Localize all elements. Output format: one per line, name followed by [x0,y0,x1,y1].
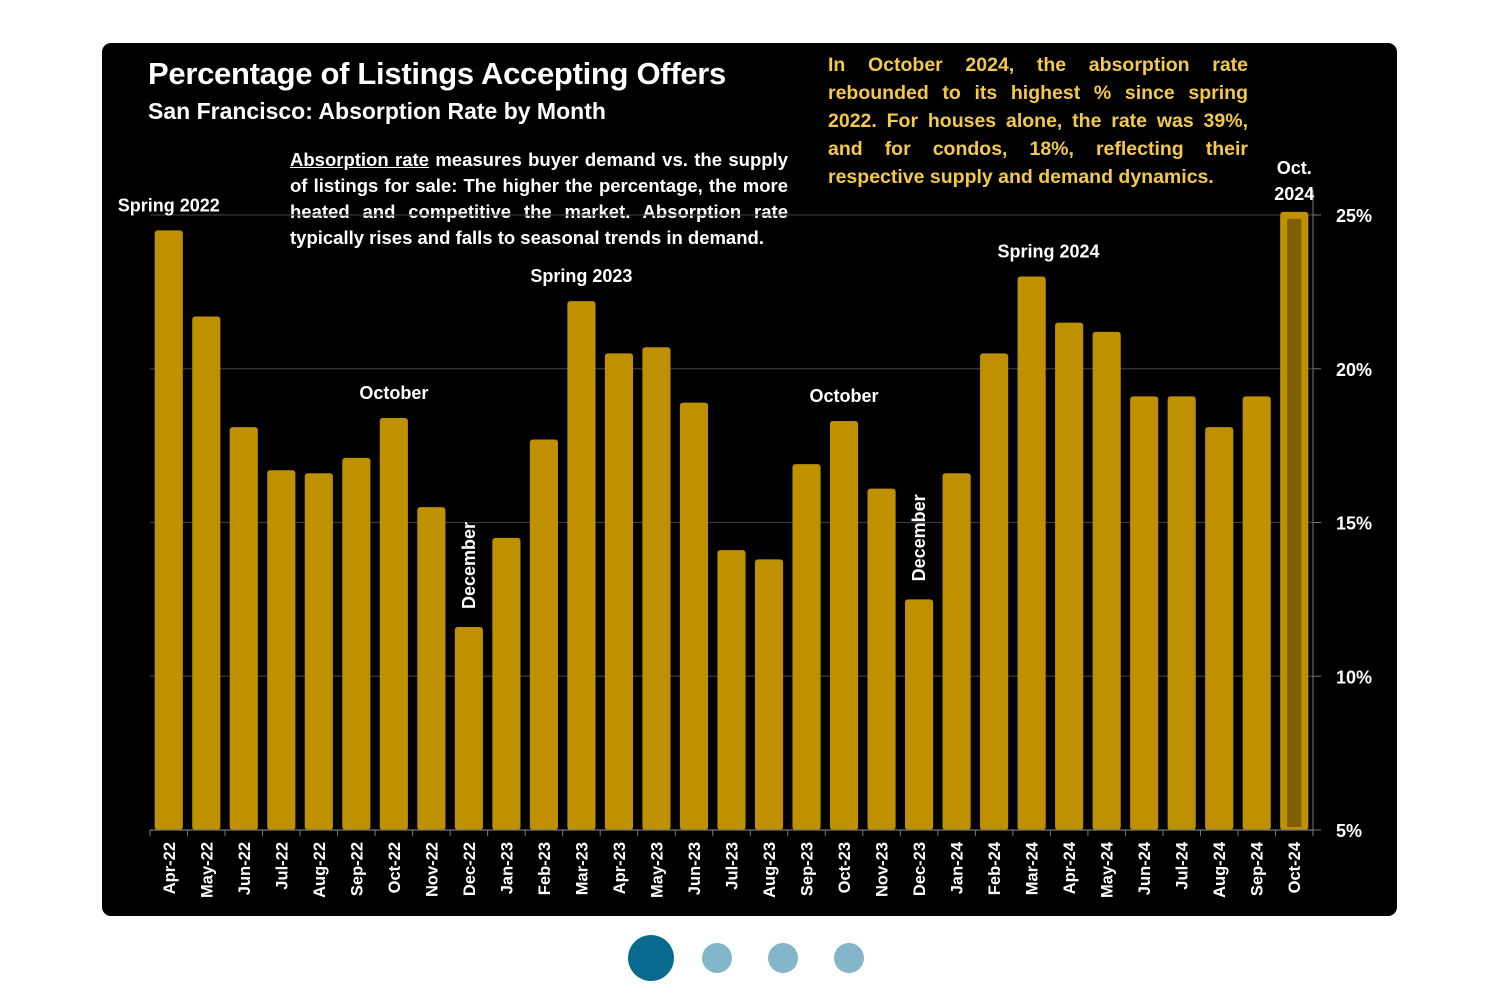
bar-feb-23 [529,439,558,830]
x-tick-label: Jun-23 [686,842,704,895]
x-tick-label: Oct-22 [386,842,404,893]
annotation-label: Spring 2024 [997,242,1099,262]
x-tick-label: Feb-24 [986,841,1004,895]
annotation-label: 2024 [1274,184,1314,204]
bar-nov-22 [417,507,446,830]
bar-aug-24 [1205,427,1234,830]
carousel-pagination [0,935,1500,981]
bar-highlight-inner [1287,218,1302,828]
bar-sep-22 [342,457,371,830]
chart-title: Percentage of Listings Accepting Offers [148,56,726,91]
x-tick-label: Mar-24 [1024,841,1042,895]
x-tick-label: Dec-23 [911,842,929,896]
bar-jun-23 [679,402,709,830]
description-term: Absorption rate [290,149,429,170]
x-tick-label: May-23 [648,842,666,898]
y-tick-label: 10% [1336,667,1372,687]
description-body: measures buyer demand vs. the supply of … [290,149,788,248]
chart-card: Percentage of Listings Accepting Offers … [102,43,1397,916]
bar-jul-24 [1167,396,1196,830]
x-tick-label: Oct-23 [836,842,854,893]
bar-apr-22 [154,230,183,830]
pagination-dot[interactable] [702,943,732,973]
description-text: Absorption rate measures buyer demand vs… [290,147,788,251]
bar-may-23 [642,347,671,830]
x-tick-label: May-22 [198,842,216,898]
y-tick-label: 25% [1336,206,1372,226]
x-tick-label: May-24 [1099,841,1117,898]
x-tick-label: Jan-23 [498,842,516,894]
bar-may-24 [1092,331,1121,830]
bar-jul-23 [717,550,746,830]
bar-mar-24 [1017,276,1046,830]
x-tick-label: Apr-23 [611,842,629,894]
x-tick-label: Mar-23 [573,842,591,895]
annotation-label: December [459,522,479,609]
x-tick-label: Sep-23 [799,842,817,896]
annotation-label: October [359,383,428,403]
bar-apr-23 [604,353,634,830]
bar-sep-23 [792,464,821,830]
x-tick-label: Aug-22 [311,842,329,898]
bar-dec-23 [905,599,934,830]
x-tick-label: Jun-22 [236,842,254,895]
bar-jan-23 [492,537,521,830]
bar-oct-23 [829,421,859,830]
x-tick-label: Nov-23 [874,842,892,897]
chart-subtitle: San Francisco: Absorption Rate by Month [148,98,606,124]
pagination-dot-active[interactable] [628,935,674,981]
bar-aug-23 [754,559,784,830]
bar-jun-24 [1130,396,1159,830]
x-tick-label: Aug-24 [1211,841,1229,898]
x-tick-label: Jan-24 [949,841,967,894]
bar-mar-23 [567,301,596,831]
callout-text: In October 2024, the absorption rate reb… [828,54,1248,188]
x-tick-label: Dec-22 [461,842,479,896]
x-tick-label: Jun-24 [1136,841,1154,895]
y-tick-label: 20% [1336,360,1372,380]
bar-apr-24 [1055,322,1084,830]
bar-nov-23 [867,488,896,830]
x-tick-label: Sep-22 [348,842,366,896]
annotation-label: Spring 2022 [118,195,220,215]
x-tick-label: Sep-24 [1249,841,1267,896]
x-tick-label: Oct-24 [1286,841,1304,893]
x-tick-label: Jul-22 [273,842,291,890]
pagination-dot[interactable] [834,943,864,973]
bar-feb-24 [980,353,1009,830]
bar-aug-22 [304,473,333,830]
bar-may-22 [192,316,221,831]
bar-oct-22 [379,417,408,830]
bar-chart: 5% 10% 15% 20% 25% Apr-22 May-22 Jun-22 Jul-22 Au… [118,158,1372,898]
x-tick-label: Nov-22 [423,842,441,897]
bar-dec-22 [454,627,483,830]
x-tick-label: Jul-23 [724,842,742,890]
x-tick-label: Jul-24 [1174,841,1192,890]
annotation-label: December [909,494,929,581]
x-tick-label: Apr-22 [161,842,179,894]
x-tick-label: Feb-23 [536,842,554,895]
x-tick-label: Apr-24 [1061,841,1079,894]
x-tick-label: Aug-23 [761,842,779,898]
annotation-label: October [810,386,879,406]
y-tick-label: 5% [1336,821,1362,841]
bar-jan-24 [942,473,971,830]
bar-jun-22 [229,427,258,830]
annotation-label: Spring 2023 [530,266,632,286]
pagination-dot[interactable] [768,943,798,973]
annotation-label: Oct. [1277,158,1312,178]
y-tick-label: 15% [1336,514,1372,534]
bar-jul-22 [267,470,296,830]
bar-sep-24 [1242,396,1271,830]
